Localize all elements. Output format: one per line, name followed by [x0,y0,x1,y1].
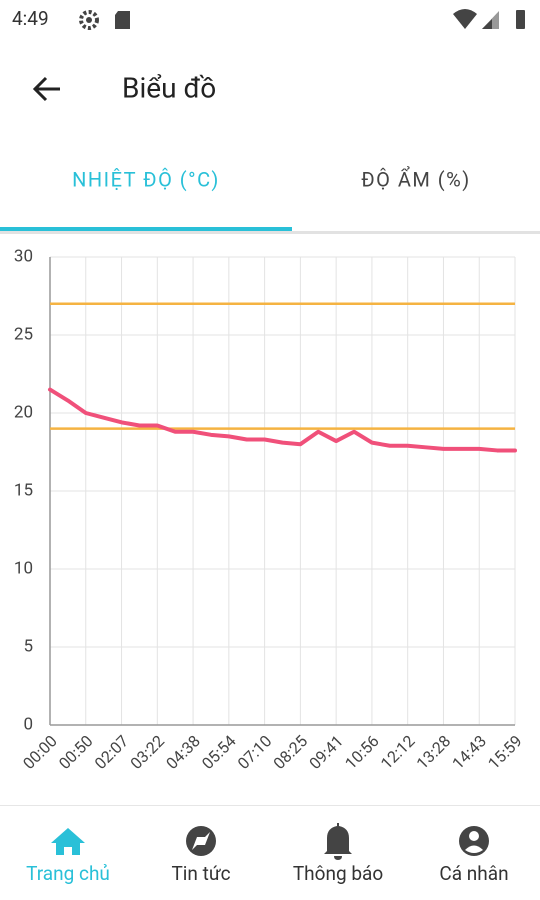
status-icons [79,9,525,30]
x-tick-label: 14:43 [448,731,490,773]
x-tick-label: 15:59 [484,731,526,773]
tab-indicator [0,227,292,231]
x-tick-label: 00:00 [19,731,61,773]
chart: 0 5 10 15 20 25 30 00:0000:5002:0703:2204:3805:… [14,246,526,773]
nav-label[interactable]: Tin tức [171,862,230,885]
x-tick-label: 09:41 [305,731,347,773]
x-tick-label: 04:38 [162,731,204,773]
y-tick-label: 30 [14,246,33,266]
nav-label[interactable]: Thông báo [293,862,383,885]
bottom-nav: Trang chủ Tin tức Thông báo Cá nhân [26,823,509,885]
tab-bar: NHIỆT ĐỘ (°C) ĐỘ ẨM (%) [0,166,540,234]
home-icon [51,828,85,855]
nav-label[interactable]: Cá nhân [439,862,508,885]
tab[interactable]: NHIỆT ĐỘ (°C) [72,167,220,191]
y-tick-label: 25 [14,324,33,344]
y-tick-label: 5 [23,636,33,656]
tab-divider [0,231,540,234]
x-tick-label: 13:28 [413,731,455,773]
y-tick-label: 20 [14,402,33,422]
nav-label[interactable]: Trang chủ [26,862,110,885]
x-tick-label: 05:54 [198,731,240,773]
x-tick-label: 08:25 [270,731,312,773]
y-tick-label: 10 [14,558,33,578]
data-line [48,387,517,453]
x-tick-label: 03:22 [127,731,169,773]
x-tick-label: 07:10 [234,731,276,773]
x-tick-label: 12:12 [377,731,419,773]
status-time: 4:49 [12,7,49,30]
tab[interactable]: ĐỘ ẨM (%) [361,166,471,191]
x-tick-label: 02:07 [91,731,133,773]
profile-icon [459,826,489,856]
y-tick-label: 0 [23,714,33,734]
x-tick-label: 00:50 [55,731,97,773]
x-tick-label: 10:56 [341,731,383,773]
y-tick-label: 15 [14,480,33,500]
back-button[interactable] [32,76,60,102]
nav-divider [0,805,540,806]
bell-icon [324,823,352,860]
app-title: Biểu đồ [122,71,216,104]
compass-icon [186,826,216,856]
